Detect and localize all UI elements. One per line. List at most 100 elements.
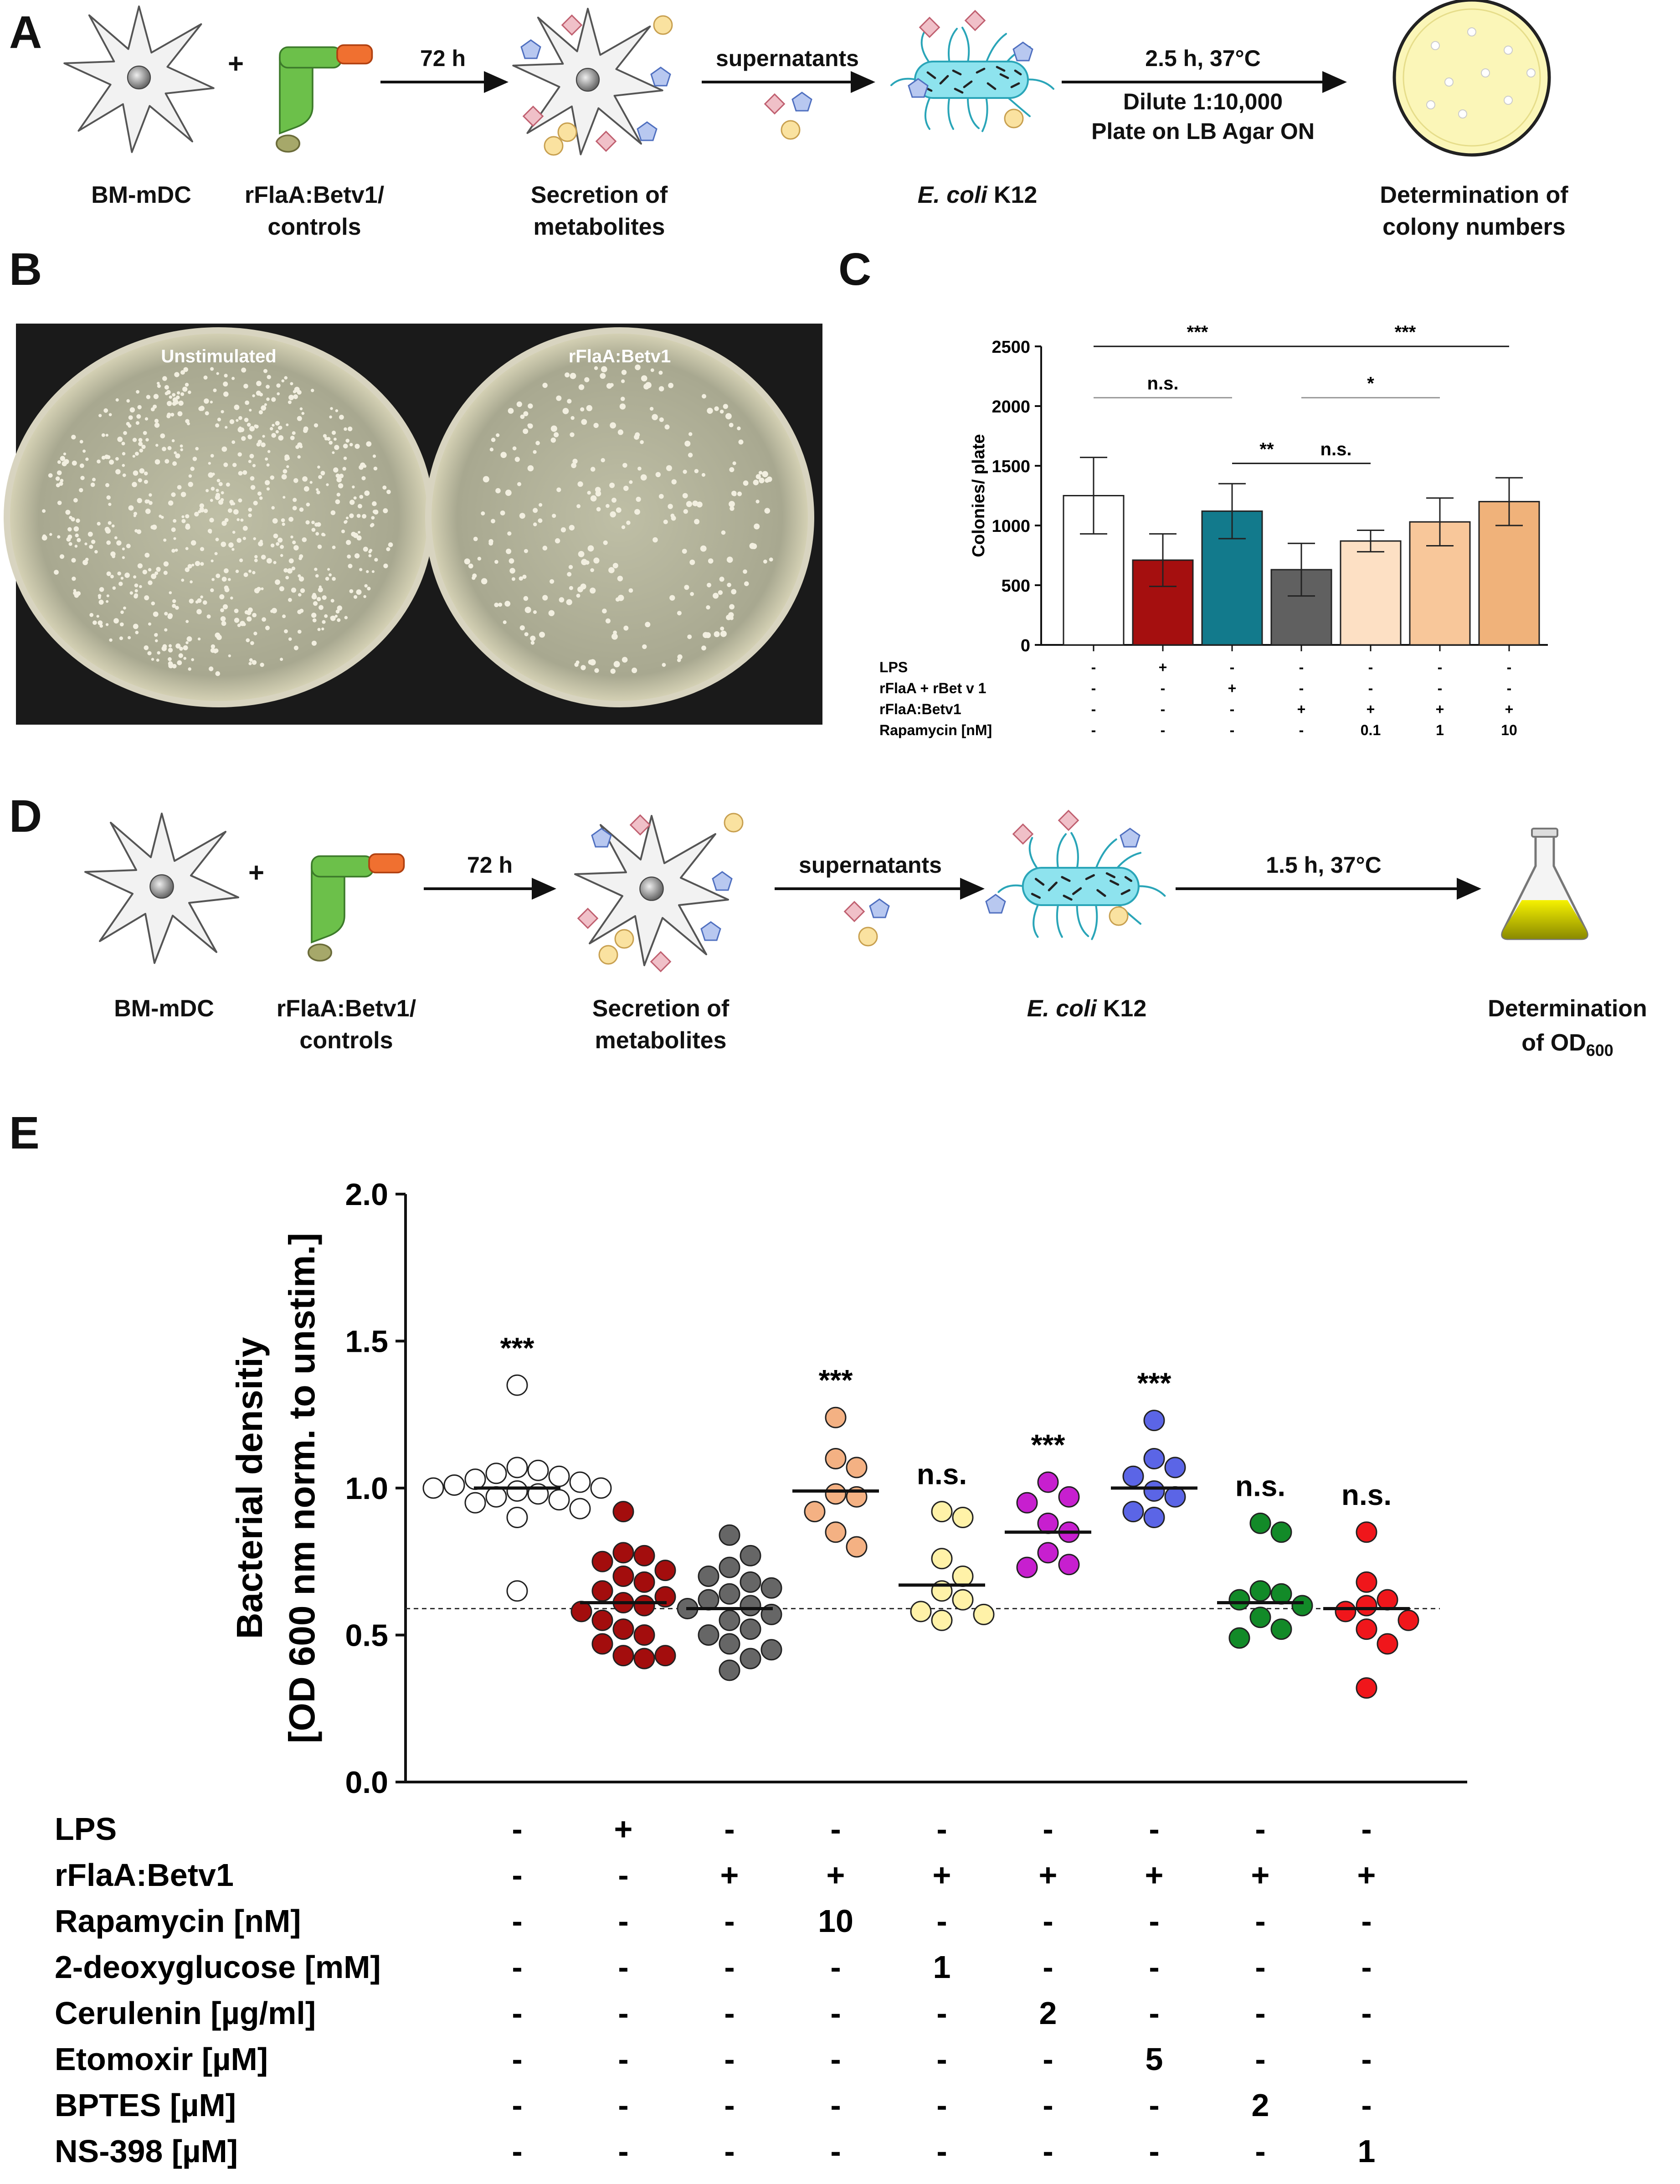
colony xyxy=(542,382,548,388)
colony xyxy=(723,404,728,409)
condition-value: - xyxy=(1361,2087,1372,2123)
colony xyxy=(281,379,285,382)
condition-value: - xyxy=(1438,680,1443,696)
colony xyxy=(755,500,760,504)
colony xyxy=(117,437,123,442)
colony xyxy=(572,458,578,464)
colony xyxy=(134,589,138,592)
colony xyxy=(122,464,125,467)
colony xyxy=(315,574,319,578)
colony xyxy=(200,547,205,551)
colony xyxy=(610,383,614,387)
colony xyxy=(59,554,65,559)
colony xyxy=(619,403,626,410)
colony xyxy=(171,439,175,443)
panel-d: D + 72 h supernatants 1.5 h, 37°C BM-mDC xyxy=(9,791,1647,1060)
colony xyxy=(766,476,772,482)
condition-value: - xyxy=(830,1995,841,2031)
panel-label-c: C xyxy=(838,244,871,295)
colony xyxy=(221,541,226,547)
colony xyxy=(180,444,183,448)
colony xyxy=(333,467,339,473)
colony xyxy=(98,414,102,417)
colony xyxy=(48,473,53,478)
colony xyxy=(473,536,478,541)
colony xyxy=(608,567,615,573)
condition-value: + xyxy=(1228,680,1237,696)
colony xyxy=(105,483,109,487)
condition-value: 1 xyxy=(1358,2133,1376,2169)
y-tick-label: 2500 xyxy=(992,338,1030,357)
colony xyxy=(569,525,575,531)
panel-label-e: E xyxy=(9,1107,40,1159)
colony xyxy=(154,459,160,465)
stim-label-line2: controls xyxy=(267,214,361,240)
colony xyxy=(105,623,109,626)
colony xyxy=(252,394,255,397)
colony xyxy=(329,415,332,419)
colony xyxy=(249,658,253,662)
colony xyxy=(542,546,548,551)
colony xyxy=(241,436,246,441)
colony xyxy=(684,585,689,590)
data-point xyxy=(719,1609,740,1631)
colony xyxy=(692,500,698,506)
data-point xyxy=(1164,1486,1186,1508)
colony xyxy=(576,504,581,508)
colony xyxy=(640,440,644,444)
colony xyxy=(67,534,72,539)
data-point xyxy=(633,1571,655,1593)
condition-value: - xyxy=(1161,701,1166,717)
dendritic-cell-icon xyxy=(85,814,238,963)
colony xyxy=(468,563,473,569)
colony xyxy=(154,633,158,636)
colony xyxy=(560,527,566,533)
plate-label-unstimulated: Unstimulated xyxy=(161,346,276,366)
colony xyxy=(271,397,276,402)
data-point xyxy=(825,1448,847,1469)
colony xyxy=(174,372,180,377)
colony xyxy=(556,395,562,401)
condition-value: 10 xyxy=(1501,722,1517,738)
arrow-label-supernatants: supernatants xyxy=(716,46,859,71)
colony xyxy=(210,588,214,592)
condition-value: - xyxy=(1361,1995,1372,2031)
condition-value: - xyxy=(1230,701,1235,717)
colony xyxy=(481,578,488,585)
colony xyxy=(645,382,652,389)
colony xyxy=(108,503,112,506)
colony xyxy=(221,446,227,452)
colony xyxy=(120,610,124,614)
colonies-left xyxy=(41,367,393,676)
colony xyxy=(128,636,131,639)
colony xyxy=(613,661,620,668)
colony xyxy=(224,568,229,573)
colony xyxy=(185,620,189,623)
condition-value: - xyxy=(724,2133,735,2169)
colony xyxy=(677,658,681,662)
colony xyxy=(188,667,191,671)
condition-value: - xyxy=(830,2133,841,2169)
colony xyxy=(300,588,305,593)
data-point xyxy=(591,1550,613,1572)
data-point xyxy=(740,1571,761,1593)
condition-value: - xyxy=(1361,1811,1372,1847)
colony xyxy=(148,622,151,626)
colony xyxy=(232,463,237,467)
colony xyxy=(327,437,331,441)
colony xyxy=(245,400,249,405)
colony xyxy=(708,558,714,564)
colony xyxy=(221,520,227,526)
colony xyxy=(258,541,263,546)
colony xyxy=(600,373,606,379)
colony xyxy=(353,595,358,599)
colony xyxy=(248,607,253,613)
colony xyxy=(762,471,768,478)
colony xyxy=(271,608,277,613)
colony xyxy=(738,439,744,445)
colony xyxy=(632,667,637,673)
colony xyxy=(373,466,378,471)
condition-value: - xyxy=(512,2133,522,2169)
colony xyxy=(89,613,94,617)
